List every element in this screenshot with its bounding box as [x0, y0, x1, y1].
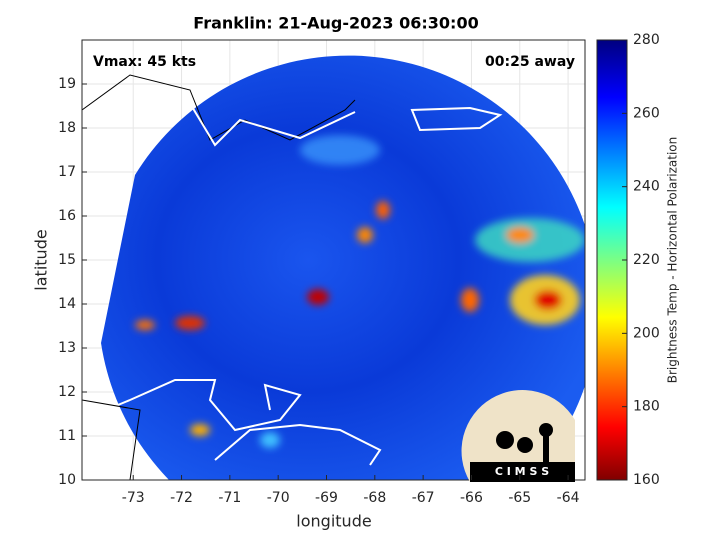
colorbar-tick-label: 220 [633, 252, 660, 268]
colorbar-tick-label: 160 [633, 472, 660, 488]
x-tick-label: -67 [412, 490, 435, 506]
y-tick-label: 14 [58, 296, 76, 312]
x-axis-label: longitude [296, 512, 371, 531]
y-tick-label: 18 [58, 120, 76, 136]
x-tick-label: -65 [508, 490, 531, 506]
x-tick-label: -72 [170, 490, 193, 506]
y-tick-label: 13 [58, 340, 76, 356]
y-axis-label: latitude [32, 229, 51, 290]
y-tick-label: 16 [58, 208, 76, 224]
y-tick-label: 10 [58, 472, 76, 488]
x-tick-label: -68 [363, 490, 386, 506]
coastlines [82, 74, 503, 480]
chart-title: Franklin: 21-Aug-2023 06:30:00 [193, 14, 478, 33]
y-tick-label: 12 [58, 384, 76, 400]
logo: C I M S S [461, 390, 575, 482]
x-tick-label: -70 [267, 490, 290, 506]
satellite-image [82, 55, 585, 480]
y-tick-label: 11 [58, 428, 76, 444]
x-tick-label: -64 [557, 490, 580, 506]
logo-text: C I M S S [495, 465, 549, 478]
annotation: Vmax: 45 kts [93, 54, 196, 70]
y-tick-label: 17 [58, 164, 76, 180]
x-tick-label: -69 [315, 490, 338, 506]
x-tick-label: -66 [460, 490, 483, 506]
colorbar-tick-label: 280 [633, 32, 660, 48]
colorbar-tick-label: 180 [633, 399, 660, 415]
colorbar-tick-label: 200 [633, 325, 660, 341]
colorbar-label: Brightness Temp - Horizontal Polarizatio… [666, 137, 680, 384]
x-tick-label: -71 [218, 490, 241, 506]
annotation: 00:25 away [485, 54, 575, 70]
colorbar-tick-label: 260 [633, 105, 660, 121]
x-tick-label: -73 [122, 490, 145, 506]
y-tick-label: 19 [58, 76, 76, 92]
colorbar-tick-label: 240 [633, 179, 660, 195]
y-tick-label: 15 [58, 252, 76, 268]
